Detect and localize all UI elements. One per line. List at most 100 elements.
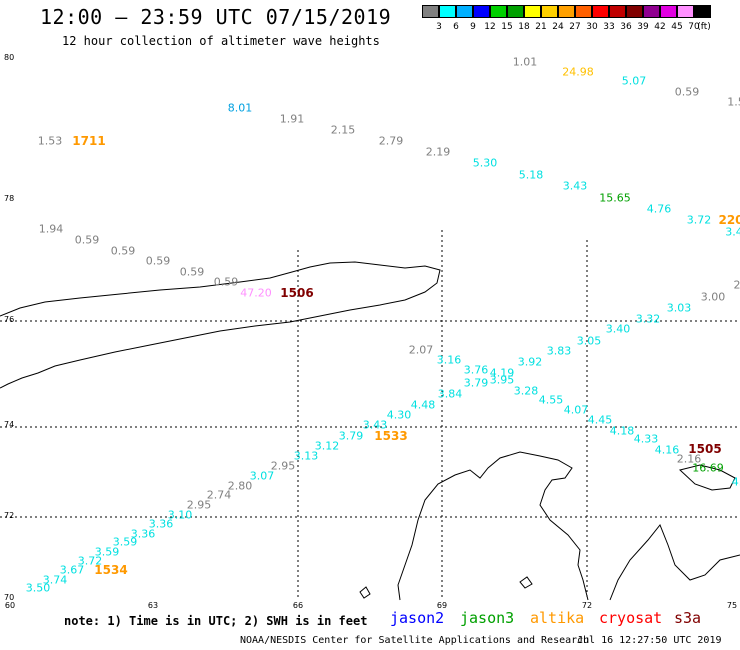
wave-height-value: 3.36 (130, 527, 156, 541)
scale-tick-label: 42 (654, 22, 666, 32)
wave-height-value: 0.59 (213, 275, 239, 289)
wave-height-value: 3.28 (513, 384, 539, 398)
lon-label-72: 72 (581, 601, 593, 610)
pass-time-label: 220 (718, 213, 740, 227)
pass-time-label: 1711 (72, 134, 106, 148)
wave-height-value: 1.5 (727, 95, 740, 109)
wave-height-value: 3.16 (436, 353, 462, 367)
wave-height-value: 4. (731, 475, 740, 489)
scale-tick-label: 9 (470, 22, 476, 32)
wave-height-value: 0.59 (145, 254, 171, 268)
scale-swatch (677, 5, 694, 18)
scale-swatch (456, 5, 473, 18)
lat-label-70: 70 (4, 593, 15, 602)
novaya-zemlya-north-coast (0, 261, 441, 389)
bely-island (678, 464, 736, 491)
scale-tick-label: 36 (620, 22, 632, 32)
wave-height-value: 3.13 (293, 449, 319, 463)
wave-height-value: 5.07 (621, 74, 647, 88)
wave-height-value: 4.30 (386, 408, 412, 422)
wave-height-value: 1.01 (512, 55, 538, 69)
satellite-legend-altika: altika (530, 609, 585, 627)
wave-height-value: 3.76 (463, 363, 489, 377)
wave-height-value: 2.95 (186, 498, 212, 512)
wave-height-value: 4.16 (654, 443, 680, 457)
scale-swatch (473, 5, 490, 18)
pass-time-label: 1506 (280, 286, 314, 300)
wave-height-value: 2.95 (270, 459, 296, 473)
wave-height-value: 4.07 (563, 403, 589, 417)
wave-height-value: 3.36 (148, 517, 174, 531)
wave-height-value: 3.72 (77, 554, 103, 568)
wave-height-value: 24.98 (562, 65, 594, 79)
wave-height-value: 3.79 (463, 376, 489, 390)
page-subtitle: 12 hour collection of altimeter wave hei… (62, 34, 380, 48)
wave-height-value: 3.03 (666, 301, 692, 315)
scale-swatch (422, 5, 439, 18)
wave-height-value: 3.43 (562, 179, 588, 193)
scale-tick-label: 30 (586, 22, 598, 32)
lon-label-69: 69 (436, 601, 448, 610)
wave-height-value: 1.91 (279, 112, 305, 126)
scale-tick-label: 33 (603, 22, 615, 32)
scale-tick-label: 27 (569, 22, 581, 32)
scale-tick-label: 3 (436, 22, 442, 32)
scale-tick-label: 70 (688, 22, 700, 32)
wave-height-value: 5.30 (472, 156, 498, 170)
wave-height-value: 4.18 (609, 424, 635, 438)
wave-height-value: 3.59 (94, 545, 120, 559)
wave-height-value: 4.45 (587, 413, 613, 427)
islet-1 (519, 576, 533, 589)
wave-height-value: 3.67 (59, 563, 85, 577)
scale-swatch (558, 5, 575, 18)
scale-swatch (490, 5, 507, 18)
scale-swatch (694, 5, 711, 18)
scale-tick-label: 45 (671, 22, 683, 32)
wave-height-value: 3.74 (42, 573, 68, 587)
wave-height-value: 3.43 (362, 418, 388, 432)
wave-height-value: 2.07 (408, 343, 434, 357)
wave-height-value: 2.15 (330, 123, 356, 137)
scale-tick-label: 21 (535, 22, 547, 32)
wave-height-value: 3.72 (686, 213, 712, 227)
lon-label-60: 60 (4, 601, 16, 610)
graticule (0, 230, 740, 600)
lat-label-72: 72 (4, 511, 15, 520)
wave-height-value: 2.19 (425, 145, 451, 159)
wave-height-value: 3.40 (605, 322, 631, 336)
satellite-legend-s3a: s3a (674, 609, 702, 627)
wave-height-value: 3.00 (700, 290, 726, 304)
wave-height-value: 2.79 (378, 134, 404, 148)
wave-height-value: 4.19 (489, 366, 515, 380)
scale-unit: (ft) (697, 22, 711, 32)
wave-height-value: 3.95 (489, 373, 515, 387)
wave-height-value: 3.84 (437, 387, 463, 401)
satellite-legend-jason3: jason3 (460, 609, 515, 627)
scale-swatch (439, 5, 456, 18)
page-title: 12:00 – 23:59 UTC 07/15/2019 (40, 5, 392, 29)
wave-height-value: 4.48 (410, 398, 436, 412)
wave-height-value: 3.10 (167, 508, 193, 522)
wave-height-value: 8.01 (227, 101, 253, 115)
wave-height-value: 3.07 (249, 469, 275, 483)
wave-height-value: 3.92 (517, 355, 543, 369)
credit-line: NOAA/NESDIS Center for Satellite Applica… (240, 635, 590, 646)
wave-height-value: 0.59 (110, 244, 136, 258)
wave-height-value: 0.59 (74, 233, 100, 247)
wave-height-value: 0.59 (179, 265, 205, 279)
wave-height-value: 4.33 (633, 432, 659, 446)
satellite-legend-jason2: jason2 (390, 609, 445, 627)
scale-tick-label: 15 (501, 22, 513, 32)
scale-swatch (575, 5, 592, 18)
scale-swatch (524, 5, 541, 18)
wave-height-value: 1.53 (37, 134, 63, 148)
pass-time-label: 1534 (94, 563, 128, 577)
pass-time-label: 1533 (374, 429, 408, 443)
yamal-coast (397, 451, 589, 601)
scale-swatch (592, 5, 609, 18)
coastline (0, 261, 740, 601)
scale-swatch (507, 5, 524, 18)
generated-timestamp: Jul 16 12:27:50 UTC 2019 (577, 635, 722, 646)
wave-height-value: 1.94 (38, 222, 64, 236)
